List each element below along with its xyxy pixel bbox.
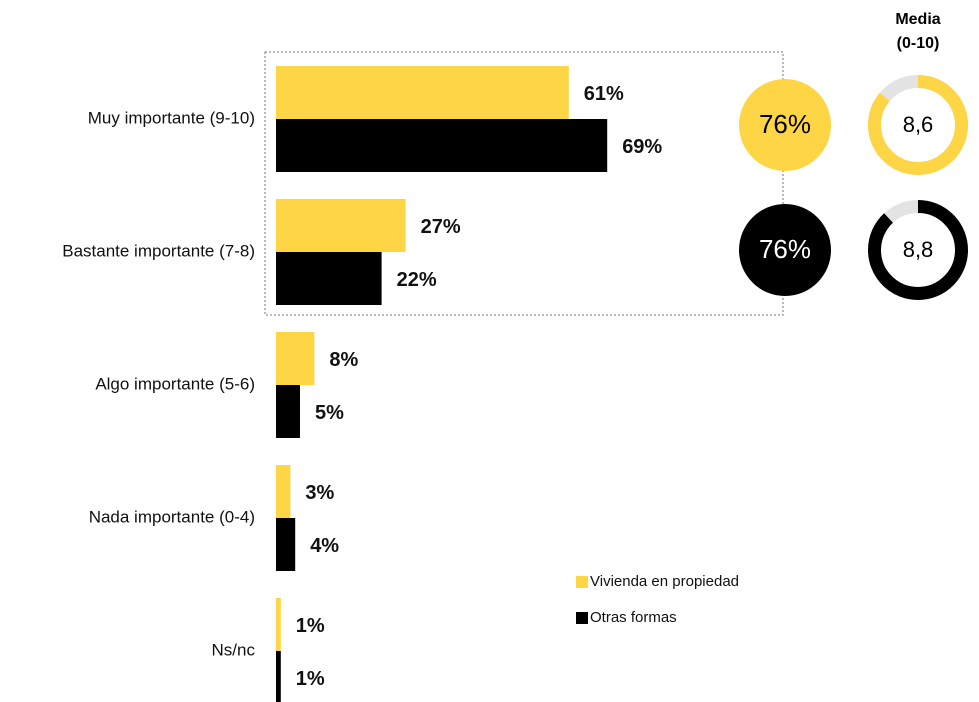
- donut-label: 8,6: [903, 112, 934, 137]
- bar: [276, 199, 406, 252]
- bar: [276, 518, 296, 571]
- category-label: Muy importante (9-10): [88, 108, 255, 127]
- bar: [276, 651, 281, 702]
- value-label: 3%: [305, 482, 334, 504]
- legend-swatch: [576, 576, 588, 588]
- category-label: Ns/nc: [212, 640, 256, 659]
- value-label: 22%: [397, 269, 437, 291]
- value-label: 1%: [296, 668, 325, 690]
- legend-swatch: [576, 612, 588, 624]
- highlight-box: [264, 51, 784, 316]
- donut-arc: [868, 75, 968, 175]
- legend-label: Otras formas: [590, 609, 677, 626]
- donut-label: 8,8: [903, 237, 934, 262]
- value-label: 8%: [329, 349, 358, 371]
- bar: [276, 465, 291, 518]
- summary-label: 76%: [759, 234, 811, 264]
- bar: [276, 598, 281, 651]
- value-label: 61%: [584, 83, 624, 105]
- value-label: 5%: [315, 402, 344, 424]
- value-label: 4%: [310, 535, 339, 557]
- value-label: 27%: [421, 216, 461, 238]
- donut-arc: [868, 200, 968, 300]
- legend-label: Vivienda en propiedad: [590, 573, 739, 590]
- category-label: Algo importante (5-6): [95, 374, 255, 393]
- mean-title: Media: [895, 11, 940, 28]
- bar: [276, 252, 382, 305]
- mean-subtitle: (0-10): [897, 35, 940, 52]
- summary-circle: [739, 204, 831, 296]
- bar: [276, 385, 300, 438]
- bar: [276, 119, 608, 172]
- summary-circle: [739, 79, 831, 171]
- category-label: Bastante importante (7-8): [62, 241, 255, 260]
- value-label: 69%: [622, 136, 662, 158]
- category-label: Nada importante (0-4): [89, 507, 255, 526]
- bar: [276, 332, 315, 385]
- bar: [276, 66, 569, 119]
- value-label: 1%: [296, 615, 325, 637]
- summary-label: 76%: [759, 109, 811, 139]
